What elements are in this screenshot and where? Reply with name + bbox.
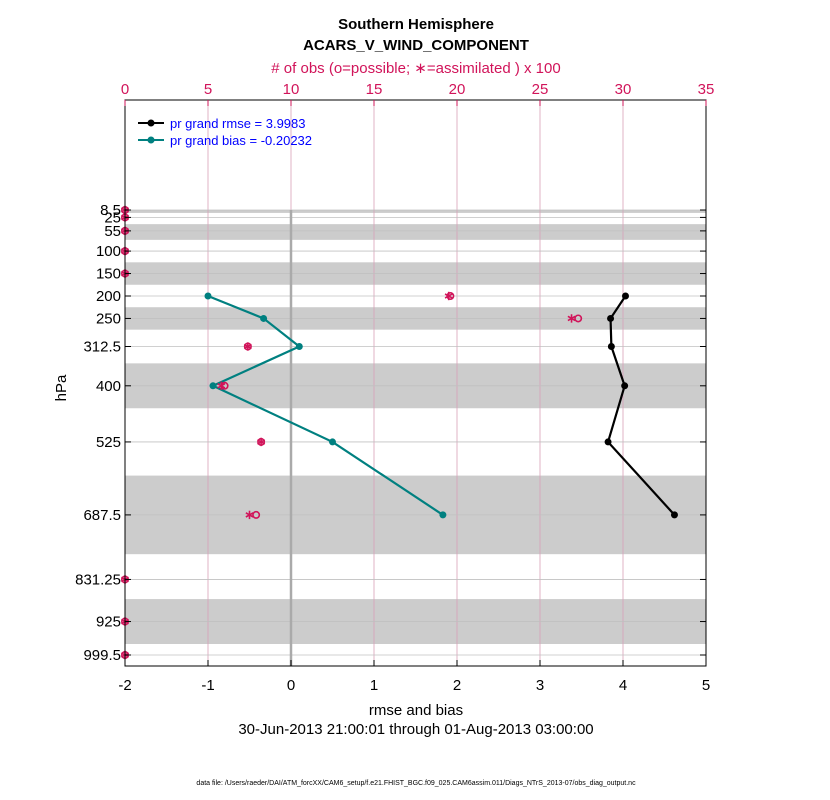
y-axis-label: hPa <box>53 374 70 401</box>
series-0-point-5 <box>670 511 678 519</box>
top-tick-label-1: 5 <box>204 81 212 98</box>
top-tick-label-7: 35 <box>698 81 715 98</box>
y-tick-label-13: 999.5 <box>83 647 121 664</box>
series-1-point-4 <box>329 438 336 446</box>
series-1-point-5 <box>439 511 447 519</box>
chart-subtitle: ACARS_V_WIND_COMPONENT <box>303 37 529 54</box>
plot-frame <box>124 99 707 667</box>
y-tick-label-4: 150 <box>96 266 121 283</box>
y-tick-label-0: 8.5 <box>100 202 121 219</box>
y-tick-label-6: 250 <box>96 310 121 327</box>
top-axis-label: # of obs (o=possible; ∗=assimilated ) x … <box>271 60 560 77</box>
y-tick-label-8: 400 <box>96 378 121 395</box>
y-tick-label-12: 925 <box>96 614 121 631</box>
series-0-point-4 <box>604 438 612 446</box>
series-layer <box>204 292 678 519</box>
top-tick-label-3: 15 <box>366 81 383 98</box>
obs-possible-6 <box>574 314 583 323</box>
date-range: 30-Jun-2013 21:00:01 through 01-Aug-2013… <box>238 721 593 738</box>
legend-label-bias: pr grand bias = -0.20232 <box>170 133 312 148</box>
bands-layer <box>125 210 706 644</box>
obs-assimilated-8 <box>217 381 226 390</box>
series-0-point-1 <box>607 314 615 322</box>
band-1 <box>125 224 706 240</box>
series-0-point-3 <box>621 382 629 390</box>
top-tick-label-5: 25 <box>532 81 549 98</box>
x-tick-label-7: 5 <box>702 677 710 694</box>
x-tick-label-3: 1 <box>370 677 378 694</box>
x-tick-label-4: 2 <box>453 677 461 694</box>
x-tick-label-5: 3 <box>536 677 544 694</box>
legend-marker-rmse <box>147 119 155 127</box>
obs-assimilated-7 <box>243 342 252 351</box>
top-tick-label-6: 30 <box>615 81 632 98</box>
legend-label-rmse: pr grand rmse = 3.9983 <box>170 116 306 131</box>
y-tick-label-3: 100 <box>96 243 121 260</box>
legend-marker-bias <box>147 136 155 144</box>
series-1-point-0 <box>204 292 212 300</box>
x-tick-label-0: -2 <box>118 677 131 694</box>
top-tick-label-2: 10 <box>283 81 300 98</box>
axes-layer: -2 -1 0 1 2 3 4 50 5 10 15 20 25 30 358.52555100150200… <box>75 81 714 694</box>
y-tick-label-2: 55 <box>104 223 121 240</box>
band-0 <box>125 210 706 213</box>
y-tick-label-11: 831.25 <box>75 571 121 588</box>
x-axis-label: rmse and bias <box>369 702 463 719</box>
x-tick-label-2: 0 <box>287 677 295 694</box>
series-0-point-0 <box>621 292 629 300</box>
series-1-point-2 <box>295 343 303 351</box>
top-tick-label-4: 20 <box>449 81 466 98</box>
series-1-point-1 <box>260 314 268 322</box>
legend: pr grand rmse = 3.9983 pr grand bias = -… <box>138 116 312 148</box>
obs-assimilated-6 <box>567 314 576 323</box>
top-tick-label-0: 0 <box>121 81 129 98</box>
obs-assimilated-5 <box>444 291 453 301</box>
y-tick-label-5: 200 <box>96 288 121 305</box>
footer-data-file: data file: /Users/raeder/DAI/ATM_forcXX/… <box>196 780 636 787</box>
chart-title: Southern Hemisphere <box>338 16 494 33</box>
x-tick-label-1: -1 <box>201 677 214 694</box>
y-tick-label-1: 25 <box>104 209 121 226</box>
y-tick-label-7: 312.5 <box>83 339 121 356</box>
y-tick-label-10: 687.5 <box>83 507 121 524</box>
obs-assimilated-9 <box>257 437 266 447</box>
series-0-point-2 <box>607 343 615 351</box>
series-line-1 <box>207 294 444 516</box>
obs-possible-10 <box>252 510 261 519</box>
series-1-point-3 <box>209 382 217 390</box>
series-line-0 <box>606 295 676 516</box>
x-tick-label-6: 4 <box>619 677 627 694</box>
obs-assimilated-10 <box>245 510 254 520</box>
y-tick-label-9: 525 <box>96 434 121 451</box>
